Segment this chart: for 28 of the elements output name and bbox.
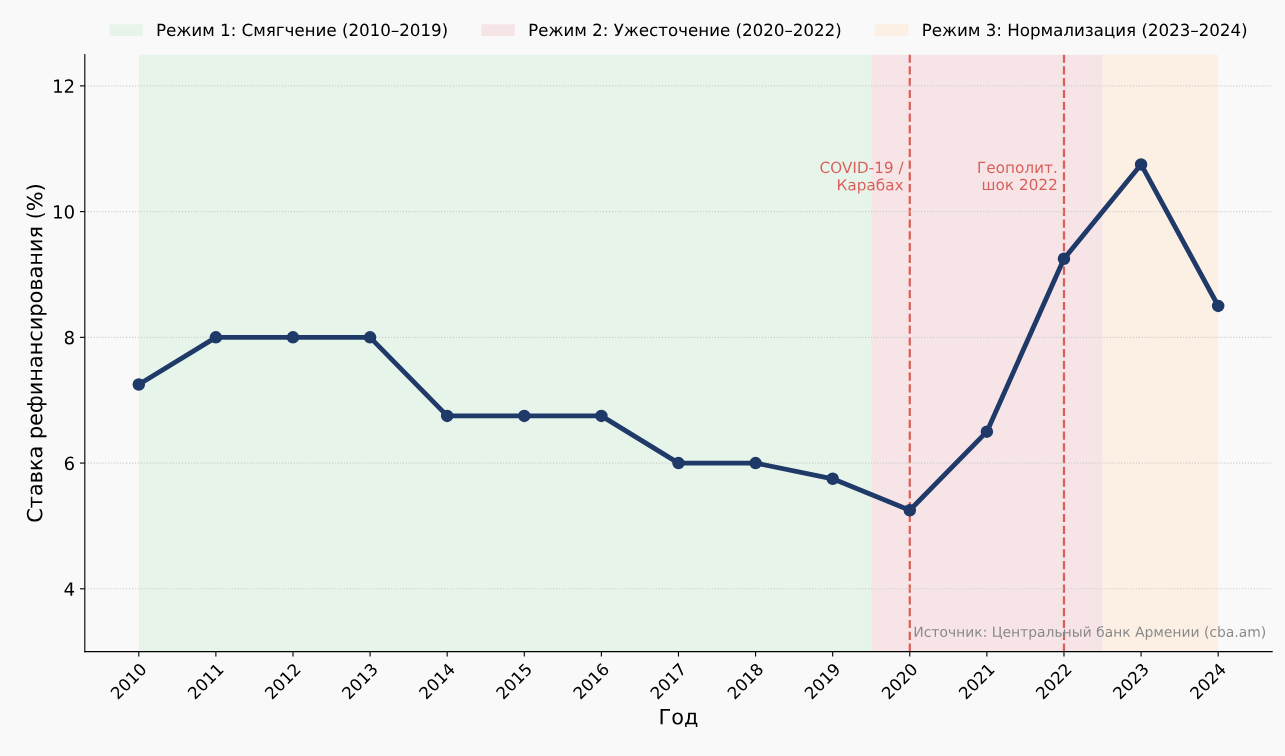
y-tick-label: 8 (64, 330, 74, 345)
point (1211, 299, 1225, 313)
point (1057, 252, 1071, 266)
y-tick-label: 6 (64, 456, 74, 471)
y-axis-title: Ставка рефинансирования (%) (26, 185, 47, 522)
point (903, 503, 917, 517)
y-tick-label: 12 (54, 79, 74, 93)
point (286, 331, 300, 344)
point (826, 472, 839, 486)
point (1134, 158, 1148, 171)
point (672, 456, 685, 470)
point (749, 456, 762, 470)
legend-label: Режим 2: Ужесточение (2020–2022) (529, 23, 841, 39)
point (440, 409, 454, 423)
point (363, 331, 377, 344)
point (518, 409, 531, 423)
annotation: Источник: Центральный банк Армении (cba.am) (914, 626, 1266, 640)
point (209, 331, 223, 344)
point (595, 409, 608, 423)
legend-label: Режим 1: Смягчение (2010–2019) (157, 23, 447, 39)
y-tick-label: 4 (64, 582, 75, 596)
x-axis-title: Год (660, 708, 698, 728)
ref-line-label: COVID-19 / Карабах (820, 161, 904, 194)
legend-label: Режим 3: Нормализация (2023–2024) (923, 23, 1247, 40)
ref-line-label: Геополит. шок 2022 (978, 161, 1057, 191)
point (132, 378, 146, 391)
point (980, 425, 994, 438)
y-tick-label: 10 (54, 205, 74, 219)
